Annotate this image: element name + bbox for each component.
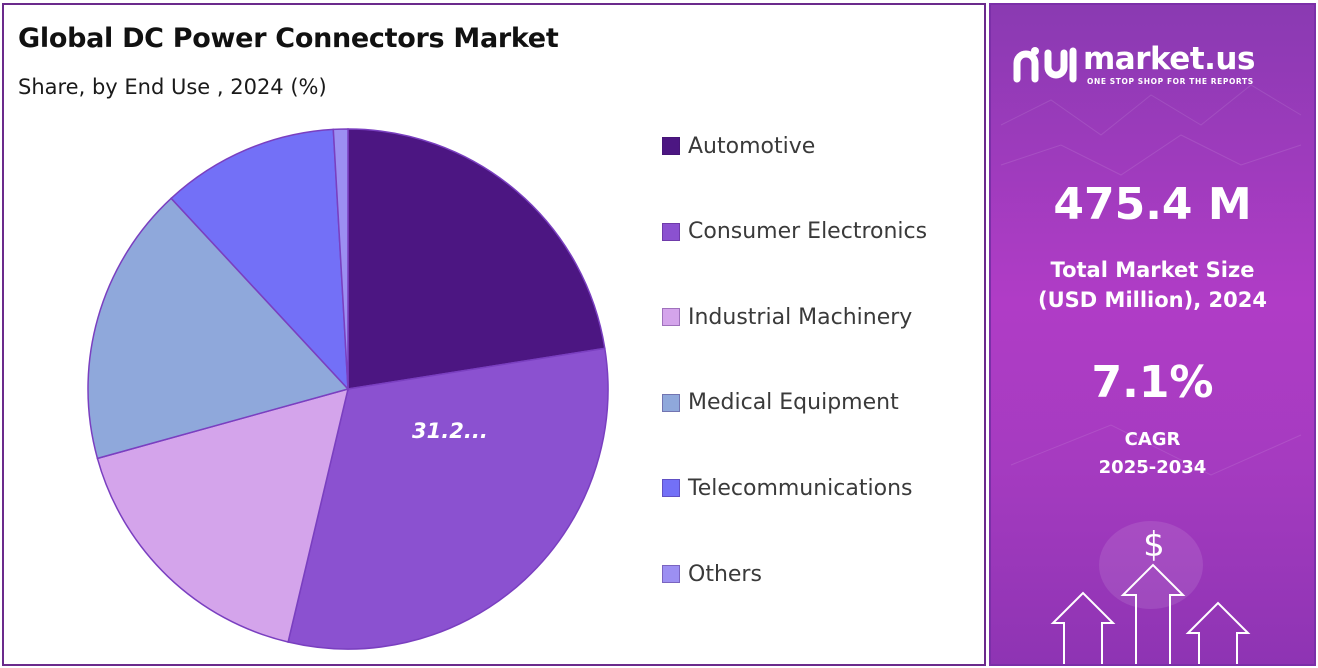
- pie-slice-automotive: [347, 128, 606, 390]
- cagr-value: 7.1%: [1091, 357, 1214, 408]
- legend-swatch: [662, 393, 680, 412]
- legend-label: Industrial Machinery: [688, 304, 913, 330]
- legend-label: Medical Equipment: [688, 390, 899, 416]
- pie-chart: 31.2...: [87, 128, 609, 650]
- pie-slice-medical-equipment: [87, 197, 350, 460]
- background-decoration: [1000, 84, 1302, 609]
- legend-item-telecommunications: Telecommunications: [662, 470, 912, 506]
- data-label-consumer-electronics: 31.2...: [412, 419, 488, 443]
- legend-label: Others: [688, 561, 762, 587]
- legend-swatch: [662, 565, 680, 583]
- market-size-label-line2: (USD Million), 2024: [1038, 288, 1267, 312]
- pie-slice-consumer-electronics: [287, 347, 609, 650]
- brand-name: market.us: [1083, 41, 1255, 77]
- growth-decoration: $: [1050, 525, 1251, 664]
- legend-item-others: Others: [662, 556, 762, 592]
- market-size-label-line1: Total Market Size: [1050, 258, 1255, 282]
- brand-tagline: ONE STOP SHOP FOR THE REPORTS: [1087, 77, 1254, 86]
- chart-panel: Global DC Power Connectors Market Share,…: [2, 3, 986, 666]
- cagr-label-line2: 2025-2034: [1098, 457, 1207, 478]
- legend-swatch: [662, 222, 680, 241]
- pie-slice-others: [332, 128, 349, 390]
- chart-title: Global DC Power Connectors Market: [18, 23, 559, 54]
- cagr-label-line1: CAGR: [1124, 429, 1181, 450]
- market-us-logo-icon: [1013, 47, 1077, 83]
- brand: market.us ONE STOP SHOP FOR THE REPORTS: [991, 41, 1314, 91]
- market-size-value: 475.4 M: [1053, 179, 1252, 230]
- legend-item-consumer-electronics: Consumer Electronics: [662, 214, 927, 250]
- legend-label: Automotive: [688, 133, 816, 159]
- legend-swatch: [662, 479, 680, 498]
- legend-label: Consumer Electronics: [688, 219, 928, 245]
- up-arrow-icon: [1050, 563, 1251, 664]
- pie-slice-industrial-machinery: [96, 387, 350, 643]
- summary-panel: market.us ONE STOP SHOP FOR THE REPORTS …: [989, 3, 1316, 666]
- legend-item-automotive: Automotive: [662, 128, 815, 164]
- pie-slice-telecommunications: [170, 128, 349, 392]
- legend-swatch: [662, 137, 680, 155]
- legend-swatch: [662, 308, 680, 327]
- legend-label: Telecommunications: [688, 475, 913, 501]
- legend-item-medical-equipment: Medical Equipment: [662, 385, 899, 421]
- chart-subtitle: Share, by End Use , 2024 (%): [18, 75, 327, 99]
- dollar-coin-icon: $: [1143, 525, 1165, 565]
- legend-item-industrial-machinery: Industrial Machinery: [662, 299, 912, 335]
